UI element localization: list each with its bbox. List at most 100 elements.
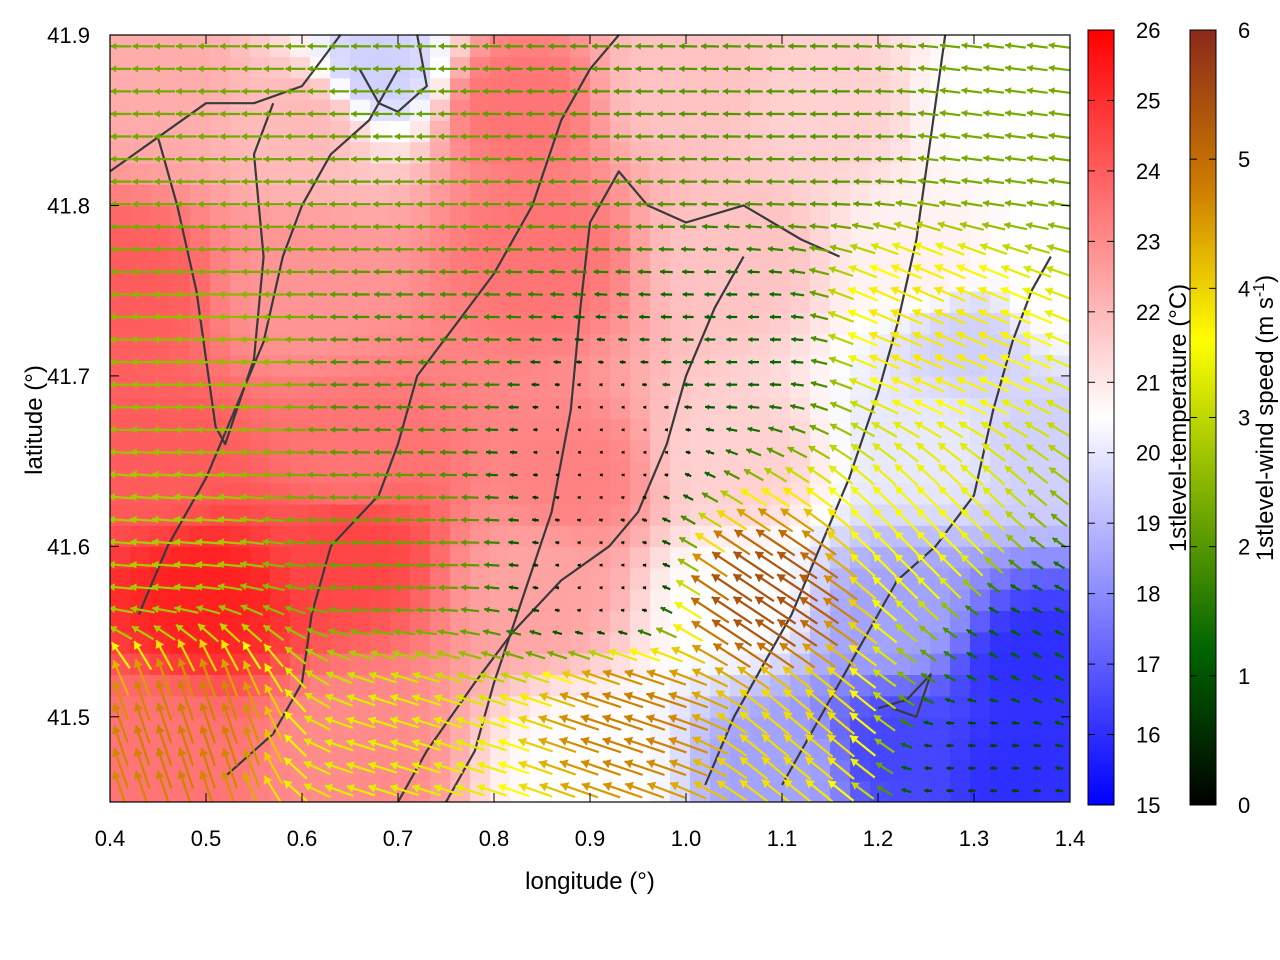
heatmap-cell: [1030, 674, 1051, 697]
heatmap-cell: [670, 184, 691, 207]
heatmap-cell: [370, 567, 391, 590]
heatmap-cell: [130, 588, 151, 611]
heatmap-cell: [230, 226, 251, 249]
heatmap-cell: [670, 162, 691, 185]
heatmap-cell: [130, 333, 151, 356]
heatmap-cell: [330, 269, 351, 292]
heatmap-cell: [530, 482, 551, 505]
heatmap-cell: [490, 226, 511, 249]
heatmap-cell: [710, 333, 731, 356]
heatmap-cell: [770, 418, 791, 441]
heatmap-cell: [590, 482, 611, 505]
heatmap-cell: [930, 184, 951, 207]
heatmap-cell: [190, 184, 211, 207]
heatmap-cell: [410, 290, 431, 313]
heatmap-cell: [330, 567, 351, 590]
heatmap-cell: [350, 780, 371, 802]
heatmap-cell: [930, 695, 951, 718]
heatmap-cell: [610, 482, 631, 505]
heatmap-cell: [950, 35, 971, 58]
heatmap-cell: [990, 759, 1011, 782]
heatmap-cell: [890, 439, 911, 462]
heatmap-cell: [930, 631, 951, 654]
heatmap-cell: [450, 120, 471, 143]
heatmap-cell: [490, 397, 511, 420]
heatmap-cell: [250, 184, 271, 207]
heatmap-cell: [930, 652, 951, 675]
heatmap-cell: [990, 610, 1011, 633]
heatmap-cell: [670, 525, 691, 548]
heatmap-cell: [370, 588, 391, 611]
heatmap-cell: [1030, 205, 1051, 228]
heatmap-cell: [390, 205, 411, 228]
heatmap-cell: [290, 312, 311, 335]
heatmap-cell: [970, 610, 991, 633]
heatmap-cell: [850, 525, 871, 548]
heatmap-cell: [370, 631, 391, 654]
heatmap-cell: [450, 141, 471, 164]
heatmap-cell: [390, 248, 411, 271]
heatmap-cell: [670, 674, 691, 697]
heatmap-cell: [550, 546, 571, 569]
heatmap-cell: [950, 738, 971, 761]
heatmap-cell: [810, 120, 831, 143]
heatmap-cell: [690, 461, 711, 484]
heatmap-cell: [150, 588, 171, 611]
heatmap-cell: [930, 780, 951, 802]
heatmap-cell: [470, 56, 491, 79]
heatmap-cell: [610, 588, 631, 611]
heatmap-cell: [730, 354, 751, 377]
heatmap-cell: [410, 333, 431, 356]
heatmap-cell: [510, 610, 531, 633]
heatmap-cell: [190, 205, 211, 228]
heatmap-cell: [390, 226, 411, 249]
heatmap-cell: [470, 397, 491, 420]
heatmap-cell: [330, 333, 351, 356]
heatmap-cell: [790, 98, 811, 121]
heatmap-cell: [990, 631, 1011, 654]
heatmap-cell: [210, 162, 231, 185]
heatmap-cell: [430, 631, 451, 654]
heatmap-cell: [110, 205, 131, 228]
heatmap-cell: [270, 546, 291, 569]
heatmap-cell: [230, 354, 251, 377]
heatmap-cell: [750, 248, 771, 271]
heatmap-cell: [910, 631, 931, 654]
heatmap-cell: [230, 333, 251, 356]
heatmap-cell: [870, 226, 891, 249]
heatmap-cell: [650, 738, 671, 761]
heatmap-cell: [870, 546, 891, 569]
heatmap-cell: [350, 588, 371, 611]
heatmap-cell: [370, 439, 391, 462]
heatmap-cell: [890, 674, 911, 697]
heatmap-cell: [190, 120, 211, 143]
heatmap-cell: [830, 397, 851, 420]
heatmap-cell: [270, 226, 291, 249]
heatmap-cell: [1010, 120, 1031, 143]
heatmap-cell: [910, 780, 931, 802]
heatmap-cell: [330, 354, 351, 377]
heatmap-cell: [630, 461, 651, 484]
heatmap-cell: [350, 269, 371, 292]
heatmap-cell: [950, 716, 971, 739]
heatmap-cell: [410, 98, 431, 121]
heatmap-cell: [550, 375, 571, 398]
heatmap-cell: [630, 738, 651, 761]
heatmap-cell: [530, 98, 551, 121]
heatmap-cell: [550, 77, 571, 100]
heatmap-cell: [370, 312, 391, 335]
heatmap-cell: [270, 333, 291, 356]
heatmap-cell: [930, 290, 951, 313]
heatmap-cell: [290, 290, 311, 313]
heatmap-cell: [630, 312, 651, 335]
heatmap-cell: [610, 184, 631, 207]
heatmap-cell: [730, 631, 751, 654]
heatmap-cell: [130, 162, 151, 185]
heatmap-cell: [450, 461, 471, 484]
heatmap-cell: [470, 375, 491, 398]
heatmap-cell: [650, 269, 671, 292]
heatmap-cell: [730, 290, 751, 313]
heatmap-cell: [870, 525, 891, 548]
heatmap-cell: [910, 120, 931, 143]
heatmap-cell: [450, 567, 471, 590]
